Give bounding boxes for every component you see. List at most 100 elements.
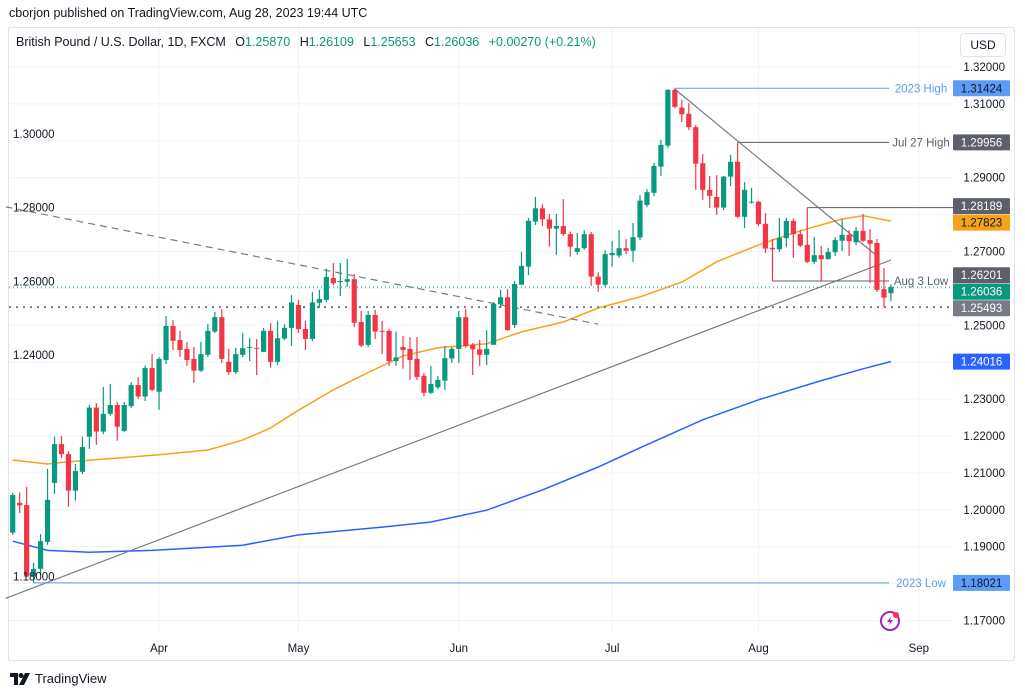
candle	[839, 219, 845, 252]
candle	[309, 292, 316, 342]
candle-body	[393, 357, 399, 362]
price-tag: 1.24016	[961, 357, 1003, 369]
candle	[686, 103, 692, 131]
solid-trendline	[674, 88, 878, 257]
candle-body	[567, 234, 573, 247]
candle-body	[386, 330, 392, 362]
price-tag: 1.25493	[961, 303, 1003, 315]
candle-body	[37, 541, 44, 569]
candle-body	[456, 317, 462, 349]
candle	[254, 338, 260, 376]
candle	[616, 230, 622, 258]
candle-body	[797, 234, 803, 246]
candle	[714, 175, 720, 215]
candle	[609, 241, 615, 267]
candle-body	[741, 189, 748, 217]
candle-body	[163, 326, 169, 360]
candle-body	[240, 348, 246, 355]
price-tag-bg	[953, 283, 1010, 300]
candle	[456, 310, 462, 363]
candle-body	[170, 326, 176, 341]
candle-body	[644, 192, 650, 206]
time-tick-label: Jun	[450, 643, 469, 655]
candle	[184, 341, 190, 366]
candle	[574, 233, 580, 255]
lightning-bolt-icon[interactable]	[880, 611, 900, 631]
price-tag-bg	[953, 214, 1010, 231]
candle-body	[24, 505, 30, 577]
candle-body	[219, 317, 225, 359]
candle	[867, 228, 873, 283]
level-price-tag-bg	[953, 80, 1010, 97]
price-tick-label: 1.22000	[963, 431, 1005, 443]
candle-body	[428, 383, 434, 393]
footer-brand[interactable]: TradingView	[35, 671, 107, 686]
candle-body	[379, 330, 385, 332]
price-tag-bg	[953, 300, 1010, 317]
candle-body	[65, 454, 72, 491]
price-tick-label: 1.18000	[13, 572, 55, 584]
candle	[295, 299, 302, 334]
candle	[198, 341, 204, 372]
candle	[163, 316, 169, 365]
candle	[477, 340, 483, 366]
candle	[37, 534, 44, 576]
candle	[233, 347, 239, 375]
candle	[212, 312, 218, 334]
price-tags: 1.31424 1.29956 1.28189 1.27823 1.26201 1.260…	[953, 80, 1010, 591]
time-axis: Apr May Jun Jul Aug Sep	[150, 643, 929, 655]
candle	[853, 227, 859, 245]
high-value: 1.26109	[308, 35, 354, 49]
candle-body	[281, 327, 288, 339]
candle	[637, 195, 643, 241]
symbol-legend: British Pound / U.S. Dollar, 1D, FXCM O1…	[16, 35, 596, 49]
level-price-tag: 1.29956	[961, 137, 1003, 149]
currency-button[interactable]: USD	[960, 33, 1006, 57]
candle-body	[135, 385, 141, 397]
candle-body	[463, 317, 469, 346]
trendlines	[5, 88, 892, 599]
candle	[44, 468, 51, 545]
candle-body	[142, 368, 148, 397]
candle-body	[372, 314, 378, 332]
candle	[358, 310, 364, 348]
price-tag: 1.27823	[961, 218, 1003, 230]
candle	[316, 289, 322, 308]
candle-body	[860, 230, 866, 241]
low-label: L	[363, 35, 371, 49]
candle-body	[679, 107, 685, 115]
candle-body	[881, 289, 887, 298]
level-label: Aug 3 Low	[894, 276, 949, 288]
candle	[323, 268, 329, 303]
candle-body	[351, 279, 357, 323]
price-tag: 1.26036	[961, 287, 1003, 299]
candle	[518, 251, 525, 286]
candle	[762, 213, 769, 253]
candle	[414, 337, 420, 380]
candle	[790, 218, 796, 258]
candle	[351, 274, 357, 328]
ma50-line	[12, 214, 892, 465]
candle-body	[100, 413, 106, 432]
candle-body	[602, 254, 608, 285]
candle	[832, 237, 838, 256]
candle-body	[665, 89, 671, 146]
candle-body	[156, 358, 162, 392]
candle	[337, 262, 343, 297]
candle-body	[407, 348, 413, 360]
candle-body	[10, 495, 16, 533]
candle-body	[421, 375, 427, 393]
candle-body	[630, 237, 636, 251]
candle-body	[651, 165, 657, 193]
candle-body	[825, 251, 831, 260]
candle-body	[804, 244, 810, 262]
candle	[107, 383, 113, 416]
candle-body	[212, 317, 218, 332]
candle-body	[686, 113, 692, 128]
candle	[511, 281, 518, 328]
candle-body	[714, 196, 720, 208]
candle	[755, 200, 762, 227]
candle-body	[874, 243, 880, 290]
candle	[72, 464, 79, 501]
